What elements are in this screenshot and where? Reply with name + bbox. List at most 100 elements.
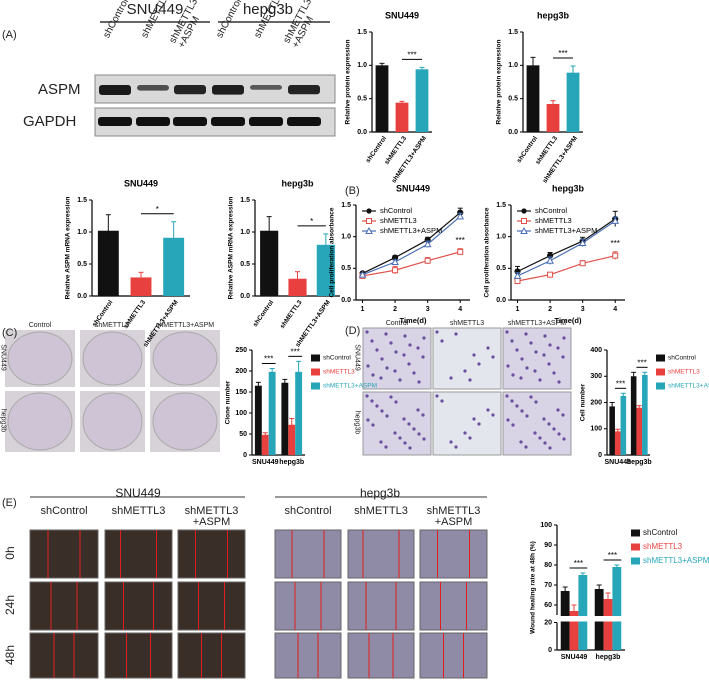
blot-band [174,85,206,95]
cell-dot [520,409,524,413]
y-tick-label: 1.5 [496,202,506,209]
transwell-image [432,391,502,456]
bar [526,65,540,132]
y-tick-label: 100 [235,410,247,417]
bar [642,374,648,455]
cell-dot [408,446,412,450]
blot-band [137,85,169,91]
cell-dot [417,432,421,436]
cell-dot [384,332,388,336]
y-tick-label: 20 [544,619,552,626]
bar [614,431,621,455]
significance-label: *** [637,358,646,367]
cell-dot [394,350,398,354]
y-tick-label: 0.5 [240,261,250,268]
x-axis-label: Time(d) [555,316,582,325]
cell-dot [380,409,384,413]
y-tick-label: 70 [544,582,552,589]
legend-label: shMETTL3+ASPM [380,226,442,235]
cell-dot [511,373,515,377]
cell-dot [385,366,389,370]
bar [254,385,262,455]
cell-dot [422,437,426,441]
y-axis-label: Relative ASPM mRNA expression [228,197,235,300]
cell-dot [542,353,546,357]
bar [163,237,185,296]
y-tick-label: 0 [548,647,552,654]
y-tick-label: 80 [544,562,552,569]
cell-dot [416,408,420,412]
cell-dot [519,440,523,444]
y-tick-label: 200 [235,368,247,375]
significance-label: *** [616,379,625,388]
wound-image [104,632,173,679]
y-tick-label: 0.0 [508,129,518,136]
row-label: 48h [3,644,17,665]
y-tick-label: 60 [544,602,552,609]
colony-plate [7,392,73,451]
y-tick-label: 0 [243,452,247,459]
cell-dot [463,369,467,373]
protein-label: ASPM [38,81,81,98]
y-axis-label: Cell proliferation absorbance [484,207,491,297]
bar [630,376,637,455]
chart-title: hepg3b [552,183,585,193]
transwell-image [432,327,502,390]
legend-label: shControl [535,206,567,215]
cell-dot [380,357,384,361]
y-tick-label: 0.5 [357,96,367,103]
cell-dot [538,378,542,382]
row-label: SNU449 [353,344,361,371]
significance-label: * [310,217,313,226]
cell-dot [384,445,388,449]
y-axis-label: Relative ASPM mRNA expression [65,197,72,300]
series-line [517,220,616,277]
y-tick-label: 0.0 [357,129,367,136]
blot-band [249,117,283,126]
y-tick-label: 300 [590,373,602,380]
legend-swatch [631,529,640,537]
wound-image [29,632,99,679]
y-tick-label: 0 [598,452,602,459]
y-tick-label: 0.5 [508,96,518,103]
blot-band [250,85,282,90]
legend-swatch [656,368,665,376]
y-tick-label: 1.0 [77,229,87,236]
legend-swatch [631,543,640,551]
y-tick-label: 0.0 [240,293,250,300]
marker [578,238,587,246]
marker [611,216,620,224]
x-axis-label: Time(d) [400,316,427,325]
bar [281,382,289,455]
x-tick-label: 3 [581,306,585,313]
cell-dot [525,366,529,370]
cell-dot [547,362,551,366]
cell-dot [506,364,510,368]
column-label: shMETTL3+ASPM [155,322,215,329]
colony-plate [7,331,73,386]
cell-dot [520,357,524,361]
cell-dot [371,373,375,377]
series-line [362,215,461,276]
marker [392,267,399,274]
cell-dot [557,432,561,436]
cell-dot [379,440,383,444]
panel-label: (B) [345,185,360,197]
cell-dot [533,431,537,435]
blot-band [287,117,321,126]
cell-dot [393,369,397,373]
y-tick-label: 100 [540,522,552,529]
y-axis-label: Cell number [580,383,587,421]
y-axis-label: Cell proliferation absorbance [329,207,336,297]
legend-label: shMETTL3 [668,369,700,376]
bar [261,434,269,455]
significance-label: *** [291,347,300,356]
cell-dot [562,336,566,340]
cell-dot [403,334,407,338]
significance-label: *** [264,355,273,364]
cell-dot [505,394,509,398]
column-label: shMETTL3 [354,505,408,517]
cell-dot [561,355,565,359]
y-axis-label: Relative protein expression [496,40,503,125]
